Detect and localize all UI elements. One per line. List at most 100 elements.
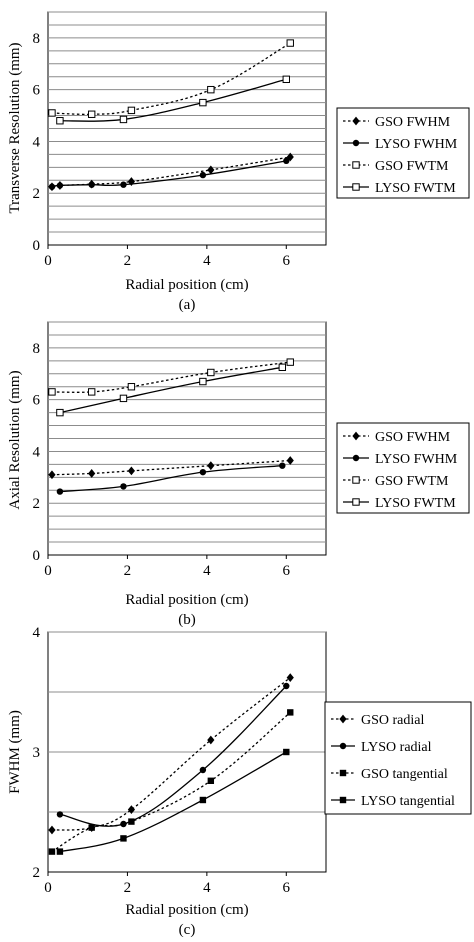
legend-marker-a-0 [352, 116, 360, 126]
series-c-1 [56, 682, 290, 828]
data-point-b-1 [120, 483, 127, 490]
data-point-c-0 [48, 825, 56, 835]
panel-b: 0 2 4 6 8 0 2 4 6 Axial Resolution (mm) Radial p… [7, 321, 470, 628]
legend-label-a-2: GSO FWTM [375, 159, 449, 174]
x-tick-label-a: 6 [283, 253, 291, 269]
panel-a: 0 2 4 6 8 0 2 4 6 Transverse Resolution (mm) Rad… [7, 11, 470, 313]
series-c-3 [56, 748, 290, 855]
legend-marker-c-0 [339, 714, 347, 724]
series-a-3 [56, 75, 290, 125]
y-tick-label-a: 0 [33, 238, 41, 254]
legend-box-c [324, 701, 472, 815]
data-point-a-3 [119, 115, 128, 124]
series-line-b-1 [59, 465, 283, 493]
x-tick-label-b: 0 [44, 563, 52, 579]
data-point-c-0 [286, 673, 294, 682]
series-line-c-3 [59, 751, 287, 853]
data-point-a-2 [87, 110, 96, 118]
legend-marker-a-2 [352, 161, 360, 169]
x-tick-label-c: 6 [283, 880, 291, 896]
data-point-a-0 [207, 165, 215, 175]
data-point-b-3 [278, 363, 287, 372]
data-point-a-3 [199, 98, 207, 107]
x-tick-label-c: 2 [124, 880, 132, 896]
data-point-b-0 [127, 466, 135, 476]
legend-marker-b-1 [352, 454, 360, 462]
data-point-b-1 [199, 468, 207, 476]
legend-marker-c-2 [339, 769, 347, 777]
x-tick-label-b: 2 [124, 563, 132, 579]
legend-label-a-3: LYSO FWTM [375, 181, 456, 196]
series-line-c-1 [59, 685, 287, 827]
data-point-a-2 [48, 109, 56, 117]
legend-box-b [336, 422, 470, 514]
data-point-a-1 [56, 182, 64, 189]
data-point-c-3 [56, 848, 64, 855]
legend-label-b-3: LYSO FWTM [375, 496, 456, 511]
data-point-a-1 [199, 171, 207, 179]
y-axis-label-c: FWHM (mm) [7, 710, 23, 794]
data-point-b-2 [286, 358, 294, 366]
y-tick-label-b: 8 [33, 341, 41, 357]
legend-label-c-2: GSO tangential [361, 767, 448, 782]
data-point-a-1 [88, 181, 95, 188]
y-tick-label-b: 0 [33, 548, 41, 564]
x-tick-label-c: 0 [44, 880, 52, 896]
y-tick-label-a: 2 [33, 186, 41, 202]
data-point-b-2 [127, 383, 136, 391]
data-point-c-1 [199, 766, 207, 774]
legend-b: GSO FWHM LYSO FWHM GSO FWTM LYSO FWTM [336, 422, 470, 514]
data-point-a-3 [282, 75, 290, 84]
y-tick-label-a: 8 [33, 31, 41, 47]
data-point-b-3 [56, 408, 64, 417]
data-point-c-1 [120, 820, 127, 828]
data-point-b-3 [199, 377, 207, 386]
legend-marker-a-3 [352, 183, 360, 191]
data-point-b-1 [56, 488, 64, 495]
legend-label-c-3: LYSO tangential [361, 794, 455, 809]
data-point-b-1 [279, 462, 286, 469]
data-point-b-2 [48, 388, 56, 396]
legend-marker-c-3 [339, 796, 347, 804]
data-point-b-0 [207, 461, 215, 471]
data-point-a-1 [120, 181, 127, 188]
data-point-a-1 [48, 183, 56, 190]
series-b-1 [56, 462, 286, 495]
series-line-a-2 [51, 42, 291, 115]
series-line-a-3 [59, 78, 287, 122]
x-tick-label-b: 4 [203, 563, 211, 579]
series-b-3 [56, 363, 287, 417]
series-line-b-2 [51, 361, 291, 393]
y-tick-label-b: 2 [33, 496, 41, 512]
series-b-0 [48, 456, 294, 480]
legend-label-b-1: LYSO FWHM [375, 452, 458, 467]
legend-marker-a-1 [352, 139, 360, 147]
legend-label-b-2: GSO FWTM [375, 474, 449, 489]
legend-box-a [336, 107, 470, 199]
x-tick-label-b: 6 [283, 563, 291, 579]
data-point-c-1 [283, 682, 290, 690]
data-point-a-1 [283, 157, 290, 165]
data-point-c-2 [287, 709, 294, 716]
series-line-c-0 [51, 677, 291, 831]
series-line-b-3 [59, 366, 283, 414]
data-point-b-3 [119, 394, 128, 403]
series-a-1 [48, 157, 290, 190]
data-point-b-0 [286, 456, 294, 465]
data-point-c-3 [283, 748, 290, 756]
data-point-b-0 [88, 469, 96, 478]
y-axis-label-a: Transverse Resolution (mm) [7, 42, 23, 213]
y-tick-label-c: 2 [33, 865, 41, 881]
y-tick-label-a: 6 [33, 83, 41, 99]
y-tick-label-c: 4 [33, 625, 41, 641]
legend-label-a-0: GSO FWHM [375, 115, 451, 130]
y-tick-label-b: 4 [33, 444, 41, 460]
data-point-c-0 [127, 805, 135, 814]
legend-marker-b-0 [352, 431, 360, 441]
data-point-b-0 [48, 470, 56, 480]
panel-label-b: (b) [178, 612, 196, 628]
legend-a: GSO FWHM LYSO FWHM GSO FWTM LYSO FWTM [336, 107, 470, 199]
x-tick-label-c: 4 [203, 880, 211, 896]
